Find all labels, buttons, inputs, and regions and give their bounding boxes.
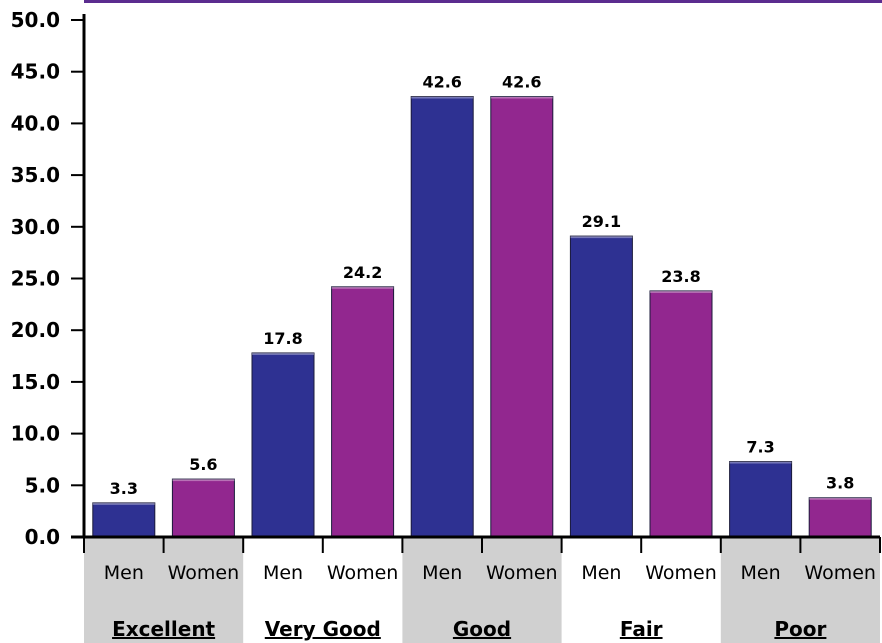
bar-highlight-poor-men [729,461,792,464]
y-tick-label: 15.0 [11,370,60,394]
category-label-very-good-women: Women [327,562,399,584]
y-tick-label: 50.0 [11,8,60,32]
category-label-very-good-men: Men [263,562,303,584]
data-label-very-good-men: 17.8 [263,329,302,348]
data-label-very-good-women: 24.2 [343,263,382,282]
bar-good-men [410,96,474,538]
group-label-excellent: Excellent [112,617,215,641]
top-rule [84,0,882,3]
bar-fair-men [569,235,633,538]
bar-poor-women [808,497,872,538]
y-tick-label: 20.0 [11,318,60,342]
category-label-poor-men: Men [741,562,781,584]
y-tick-label: 25.0 [11,267,60,291]
bar-fair-women [649,290,713,538]
data-label-good-men: 42.6 [422,73,461,92]
bar-highlight-very-good-women [331,286,394,289]
data-label-excellent-men: 3.3 [110,479,138,498]
bar-very-good-men [251,352,315,538]
bar-very-good-women [331,286,395,538]
bar-excellent-women [171,478,235,538]
category-label-good-men: Men [422,562,462,584]
bar-highlight-very-good-men [252,352,314,355]
y-tick-label: 5.0 [25,473,60,497]
group-label-fair: Fair [620,617,663,641]
y-tick-label: 10.0 [11,422,60,446]
data-label-fair-women: 23.8 [661,267,700,286]
group-label-very-good: Very Good [265,617,381,641]
category-label-fair-men: Men [581,562,621,584]
bar-highlight-fair-men [570,236,633,239]
data-label-fair-men: 29.1 [582,212,621,231]
category-label-excellent-women: Women [168,562,240,584]
category-label-poor-women: Women [804,562,876,584]
y-tick-label: 45.0 [11,60,60,84]
y-tick-label: 35.0 [11,163,60,187]
category-label-fair-women: Women [645,562,717,584]
data-label-excellent-women: 5.6 [189,455,217,474]
y-tick-label: 30.0 [11,215,60,239]
group-band-excellent [84,538,244,643]
bar-highlight-excellent-men [92,502,155,505]
data-label-poor-women: 3.8 [826,474,854,493]
bar-poor-men [729,461,793,538]
bar-highlight-good-women [490,96,553,99]
group-band-poor [720,538,880,643]
category-label-good-women: Women [486,562,558,584]
bar-good-women [490,96,554,538]
data-label-poor-men: 7.3 [746,438,774,457]
bar-highlight-excellent-women [172,479,235,482]
group-band-good [402,538,562,643]
group-label-good: Good [453,617,511,641]
bar-highlight-poor-women [809,497,872,500]
group-label-poor: Poor [774,617,826,641]
y-tick-label: 40.0 [11,111,60,135]
data-label-good-women: 42.6 [502,73,541,92]
bar-excellent-men [92,502,156,538]
y-tick-label: 0.0 [25,525,60,549]
category-label-excellent-men: Men [104,562,144,584]
bar-highlight-fair-women [650,290,712,293]
bar-highlight-good-men [411,96,474,99]
